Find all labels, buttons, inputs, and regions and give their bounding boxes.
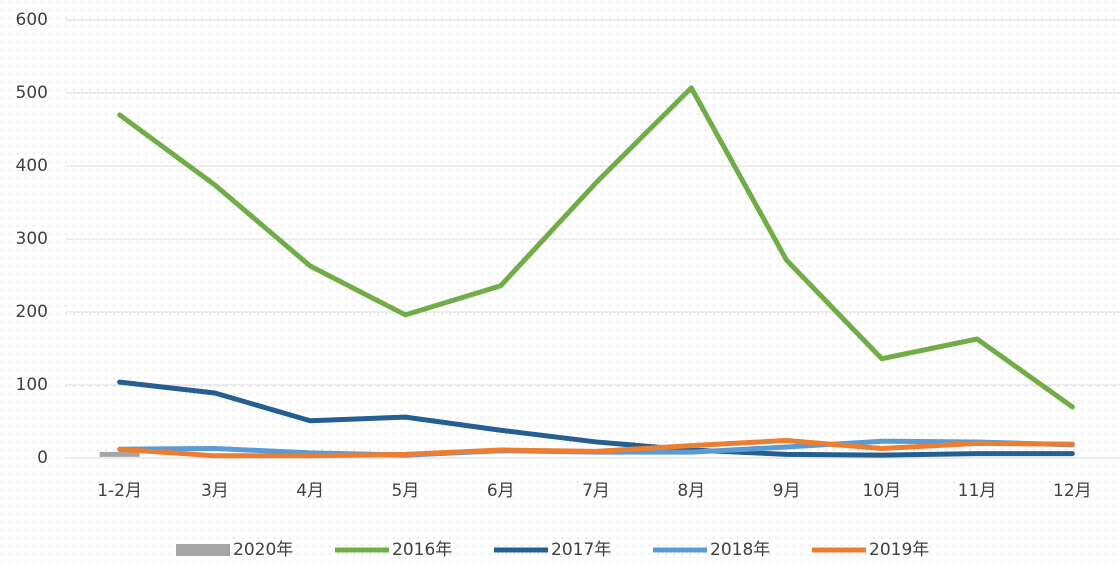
y-tick-label: 100	[16, 375, 48, 395]
legend-label: 2020年	[233, 540, 293, 560]
x-tick-label: 4月	[296, 481, 324, 501]
x-tick-label: 10月	[862, 481, 901, 501]
legend-label: 2016年	[392, 540, 452, 560]
legend-label: 2019年	[869, 540, 929, 560]
y-tick-label: 400	[16, 156, 48, 176]
x-tick-label: 9月	[773, 481, 801, 501]
x-tick-label: 7月	[582, 481, 610, 501]
legend-label: 2018年	[710, 540, 770, 560]
series-line	[117, 379, 1075, 458]
y-tick-label: 500	[16, 83, 48, 103]
x-tick-label: 3月	[201, 481, 229, 501]
x-tick-label: 11月	[958, 481, 997, 501]
x-tick-label: 8月	[677, 481, 705, 501]
series-line	[117, 437, 1075, 459]
legend-label: 2017年	[551, 540, 611, 560]
series-line	[117, 85, 1075, 410]
x-tick-label: 5月	[392, 481, 420, 501]
y-tick-label: 300	[16, 229, 48, 249]
x-tick-label: 12月	[1053, 481, 1092, 501]
y-tick-label: 600	[16, 10, 48, 30]
y-tick-label: 200	[16, 302, 48, 322]
y-tick-label: 0	[37, 448, 48, 468]
x-tick-label: 6月	[487, 481, 515, 501]
x-tick-label: 1-2月	[97, 481, 142, 501]
